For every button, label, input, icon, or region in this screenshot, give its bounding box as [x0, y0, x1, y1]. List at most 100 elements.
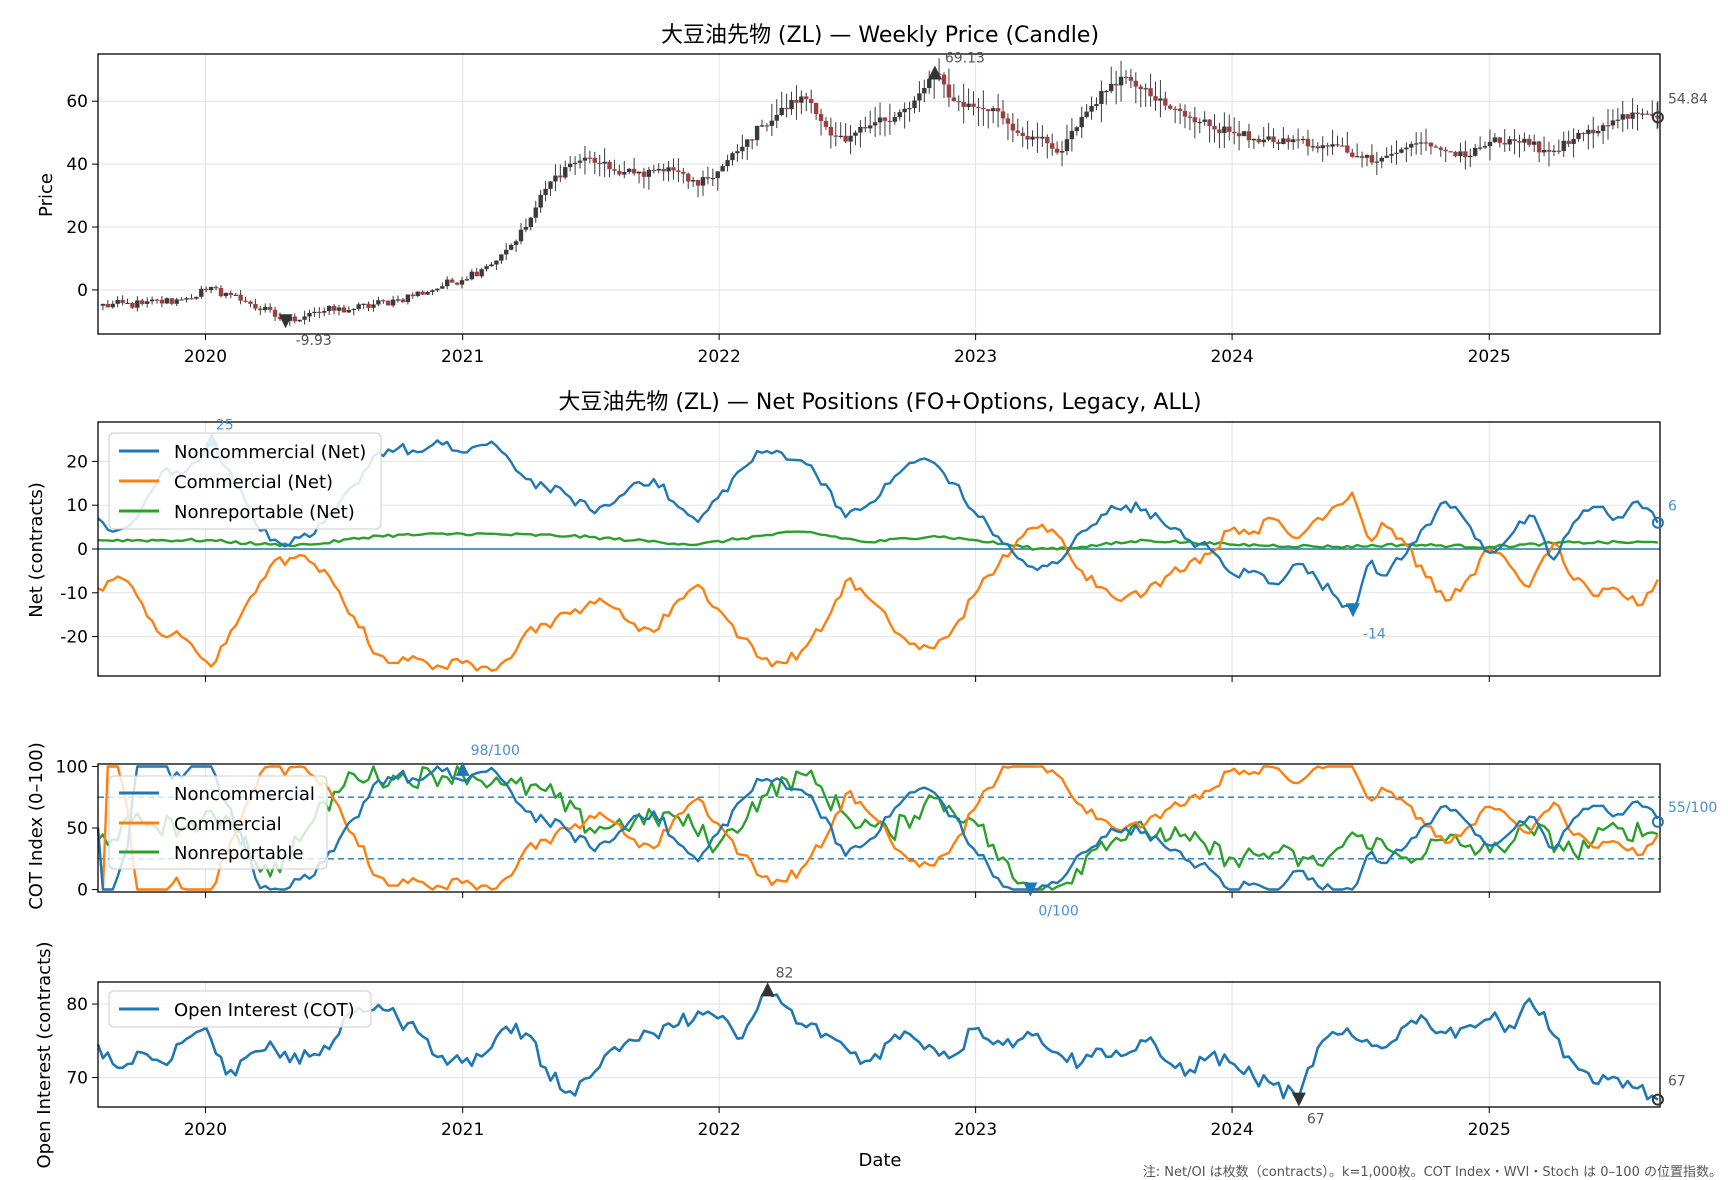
candle-body: [553, 175, 558, 182]
legend-nonreportable: Nonreportable: [174, 843, 303, 864]
p4-ytick-label: 70: [66, 1069, 88, 1089]
candle-body: [1409, 144, 1414, 148]
cot-last-marker: [1651, 815, 1664, 828]
candle-body: [646, 169, 652, 177]
cot-max-marker: [455, 761, 470, 776]
candle-body: [105, 303, 111, 308]
candle-body: [1492, 137, 1498, 142]
candle-body: [390, 299, 396, 306]
candle-body: [1443, 149, 1448, 152]
candle-body: [538, 194, 543, 208]
candle-body: [946, 84, 952, 98]
candle-body: [523, 227, 529, 230]
candle-body: [941, 74, 947, 85]
net-positions-panel: 20 10 0 -10 -20 25 -14 6: [60, 418, 1677, 682]
p1-xtick-label: 2024: [1210, 347, 1253, 367]
candle-body: [1236, 133, 1242, 137]
candle-body: [253, 303, 258, 309]
oi-max-label: 82: [776, 965, 794, 981]
candle-body: [1030, 136, 1035, 140]
net-panel-title: 大豆油先物 (ZL) — Net Positions (FO+Options, …: [558, 390, 1201, 415]
candle-body: [174, 299, 179, 304]
candle-body: [317, 311, 322, 314]
candle-body: [1025, 135, 1030, 140]
candle-body: [1335, 144, 1340, 146]
p3-ytick-label: 100: [56, 757, 88, 777]
candle-body: [622, 172, 627, 175]
candle-body: [312, 311, 317, 314]
candle-body: [1418, 142, 1424, 144]
candle-body: [1423, 142, 1429, 144]
nonreportable-cot-line: [97, 765, 1659, 891]
candle-body: [907, 108, 912, 110]
p1-ytick-label: 0: [77, 281, 88, 301]
oi-max-marker: [760, 982, 775, 997]
candle-body: [1458, 151, 1463, 157]
candle-body: [307, 312, 312, 317]
candle-body: [1295, 139, 1301, 141]
candle-body: [1512, 139, 1517, 142]
candle-body: [1576, 132, 1581, 139]
p1-ytick-label: 60: [66, 92, 88, 112]
oi-last-marker: [1651, 1093, 1664, 1106]
candle-body: [1089, 106, 1094, 112]
candle-body: [823, 120, 829, 127]
net-y-axis-label: Net (contracts): [26, 482, 47, 618]
candle-body: [489, 264, 494, 267]
candle-body: [100, 303, 106, 306]
candle-body: [1384, 155, 1389, 158]
candle-body: [833, 135, 838, 137]
candle-body: [508, 244, 514, 250]
candle-body: [1251, 138, 1257, 141]
candle-body: [1354, 156, 1360, 158]
candle-body: [528, 217, 534, 228]
candle-body: [1084, 111, 1089, 117]
candle-body: [125, 302, 130, 305]
candle-body: [1566, 140, 1571, 144]
candle-body: [661, 168, 666, 172]
candle-body: [1330, 144, 1335, 147]
candle-body: [405, 294, 411, 303]
candle-body: [425, 291, 430, 295]
candle-body: [853, 132, 858, 136]
candle-body: [577, 160, 583, 163]
candle-body: [1177, 108, 1183, 111]
candle-body: [877, 117, 883, 123]
candle-body: [641, 171, 647, 177]
candle-body: [366, 303, 371, 308]
candle-body: [1109, 83, 1114, 91]
candle-body: [759, 125, 765, 127]
candle-body: [1325, 145, 1330, 147]
candle-body: [1133, 80, 1139, 87]
candle-body: [1497, 137, 1502, 143]
candle-body: [740, 146, 745, 152]
p3-ytick-label: 50: [66, 819, 88, 839]
candle-body: [1532, 141, 1537, 145]
candle-body: [194, 296, 199, 299]
x-axis-label: Date: [858, 1150, 901, 1171]
candle-body: [1074, 127, 1079, 131]
p4-xtick-label: 2022: [698, 1120, 741, 1140]
candle-body: [199, 288, 204, 297]
cot-max-label: 98/100: [471, 743, 520, 759]
candle-body: [848, 135, 853, 142]
candle-body: [1035, 136, 1040, 139]
candle-body: [976, 106, 981, 109]
candle-body: [1522, 138, 1527, 143]
candle-body: [1620, 114, 1625, 120]
legend-commercial: Commercial: [174, 814, 282, 835]
oi-legend: Open Interest (COT): [108, 990, 372, 1028]
candle-body: [995, 108, 1001, 112]
candle-body: [1128, 76, 1134, 81]
candle-body: [322, 311, 327, 313]
candle-body: [1015, 130, 1020, 133]
candle-body: [1541, 149, 1547, 153]
p2-ytick-label: 10: [66, 496, 88, 516]
candle-body: [813, 102, 819, 115]
candle-body: [804, 96, 809, 99]
candle-body: [1640, 113, 1645, 115]
candle-body: [897, 112, 902, 118]
candle-body: [248, 301, 253, 304]
candle-body: [1473, 147, 1478, 156]
candle-body: [1113, 83, 1119, 86]
